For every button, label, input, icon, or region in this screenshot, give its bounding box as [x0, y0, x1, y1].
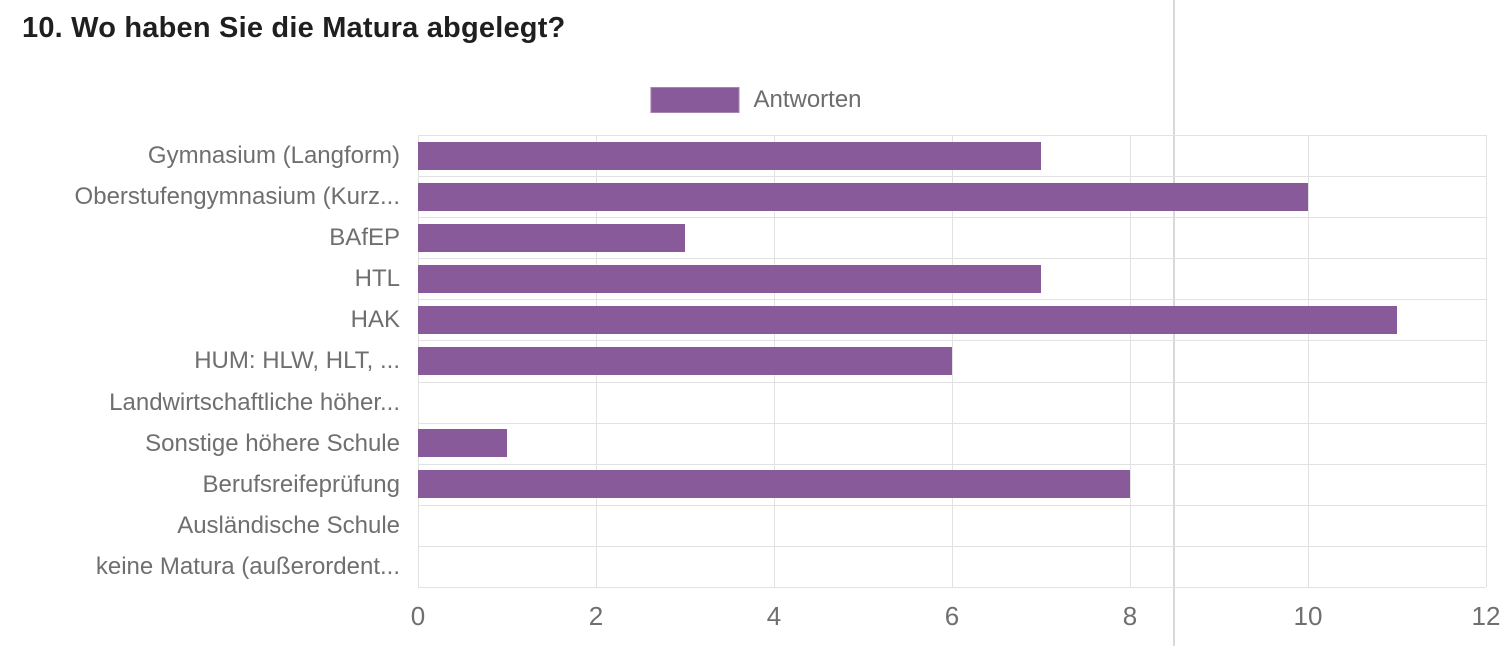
- x-tick-label: 0: [410, 601, 426, 631]
- gridline-horizontal: [418, 422, 1486, 424]
- category-label: Oberstufengymnasium (Kurz...: [74, 183, 400, 211]
- bar-antworten: [418, 141, 1041, 170]
- category-axis-labels: Gymnasium (Langform) Oberstufengymnasium …: [0, 135, 400, 587]
- gridline-horizontal: [418, 299, 1486, 301]
- bar-antworten: [418, 223, 685, 252]
- category-label: BAfEP: [329, 224, 400, 252]
- gridline-horizontal: [418, 258, 1486, 260]
- category-label: Berufsreifeprüfung: [202, 470, 400, 498]
- category-label: HUM: HLW, HLT, ...: [194, 347, 400, 375]
- legend-label: Antworten: [753, 86, 862, 113]
- gridline-vertical: [1308, 135, 1309, 587]
- bar-antworten: [418, 305, 1397, 334]
- x-tick-label: 8: [1122, 601, 1138, 631]
- gridline-horizontal: [418, 463, 1486, 465]
- gridline-horizontal: [418, 135, 1486, 136]
- category-label: Ausländische Schule: [177, 511, 400, 539]
- gridline-horizontal: [418, 587, 1486, 588]
- x-tick-label: 4: [766, 601, 782, 631]
- gridline-horizontal: [418, 217, 1486, 219]
- chart-legend: Antworten: [650, 86, 862, 114]
- bar-chart-plot-area: [418, 135, 1487, 588]
- bar-antworten: [418, 347, 952, 375]
- bar-antworten: [418, 470, 1130, 499]
- category-label: Landwirtschaftliche höher...: [109, 388, 400, 416]
- gridline-horizontal: [418, 340, 1486, 342]
- gridline-horizontal: [418, 545, 1486, 547]
- category-label: keine Matura (außerordent...: [95, 552, 400, 580]
- x-tick-label: 6: [944, 601, 960, 631]
- x-tick-label: 12: [1471, 601, 1501, 631]
- x-tick-label: 10: [1293, 601, 1323, 631]
- gridline-horizontal: [418, 381, 1486, 383]
- category-label: HAK: [350, 306, 400, 334]
- gridline-vertical: [1130, 135, 1131, 587]
- gridline-horizontal: [418, 504, 1486, 506]
- category-label: Gymnasium (Langform): [147, 142, 400, 169]
- gridline-horizontal: [418, 176, 1486, 178]
- bar-antworten: [418, 264, 1041, 293]
- bar-antworten: [418, 429, 507, 458]
- bar-antworten: [418, 182, 1308, 211]
- x-tick-label: 2: [588, 601, 604, 631]
- legend-swatch-icon: [650, 87, 740, 113]
- gridline-vertical: [952, 135, 953, 587]
- gridline-vertical: [1486, 135, 1487, 587]
- question-title: 10. Wo haben Sie die Matura abgelegt?: [22, 12, 566, 44]
- category-label: HTL: [354, 265, 400, 293]
- category-label: Sonstige höhere Schule: [145, 429, 400, 457]
